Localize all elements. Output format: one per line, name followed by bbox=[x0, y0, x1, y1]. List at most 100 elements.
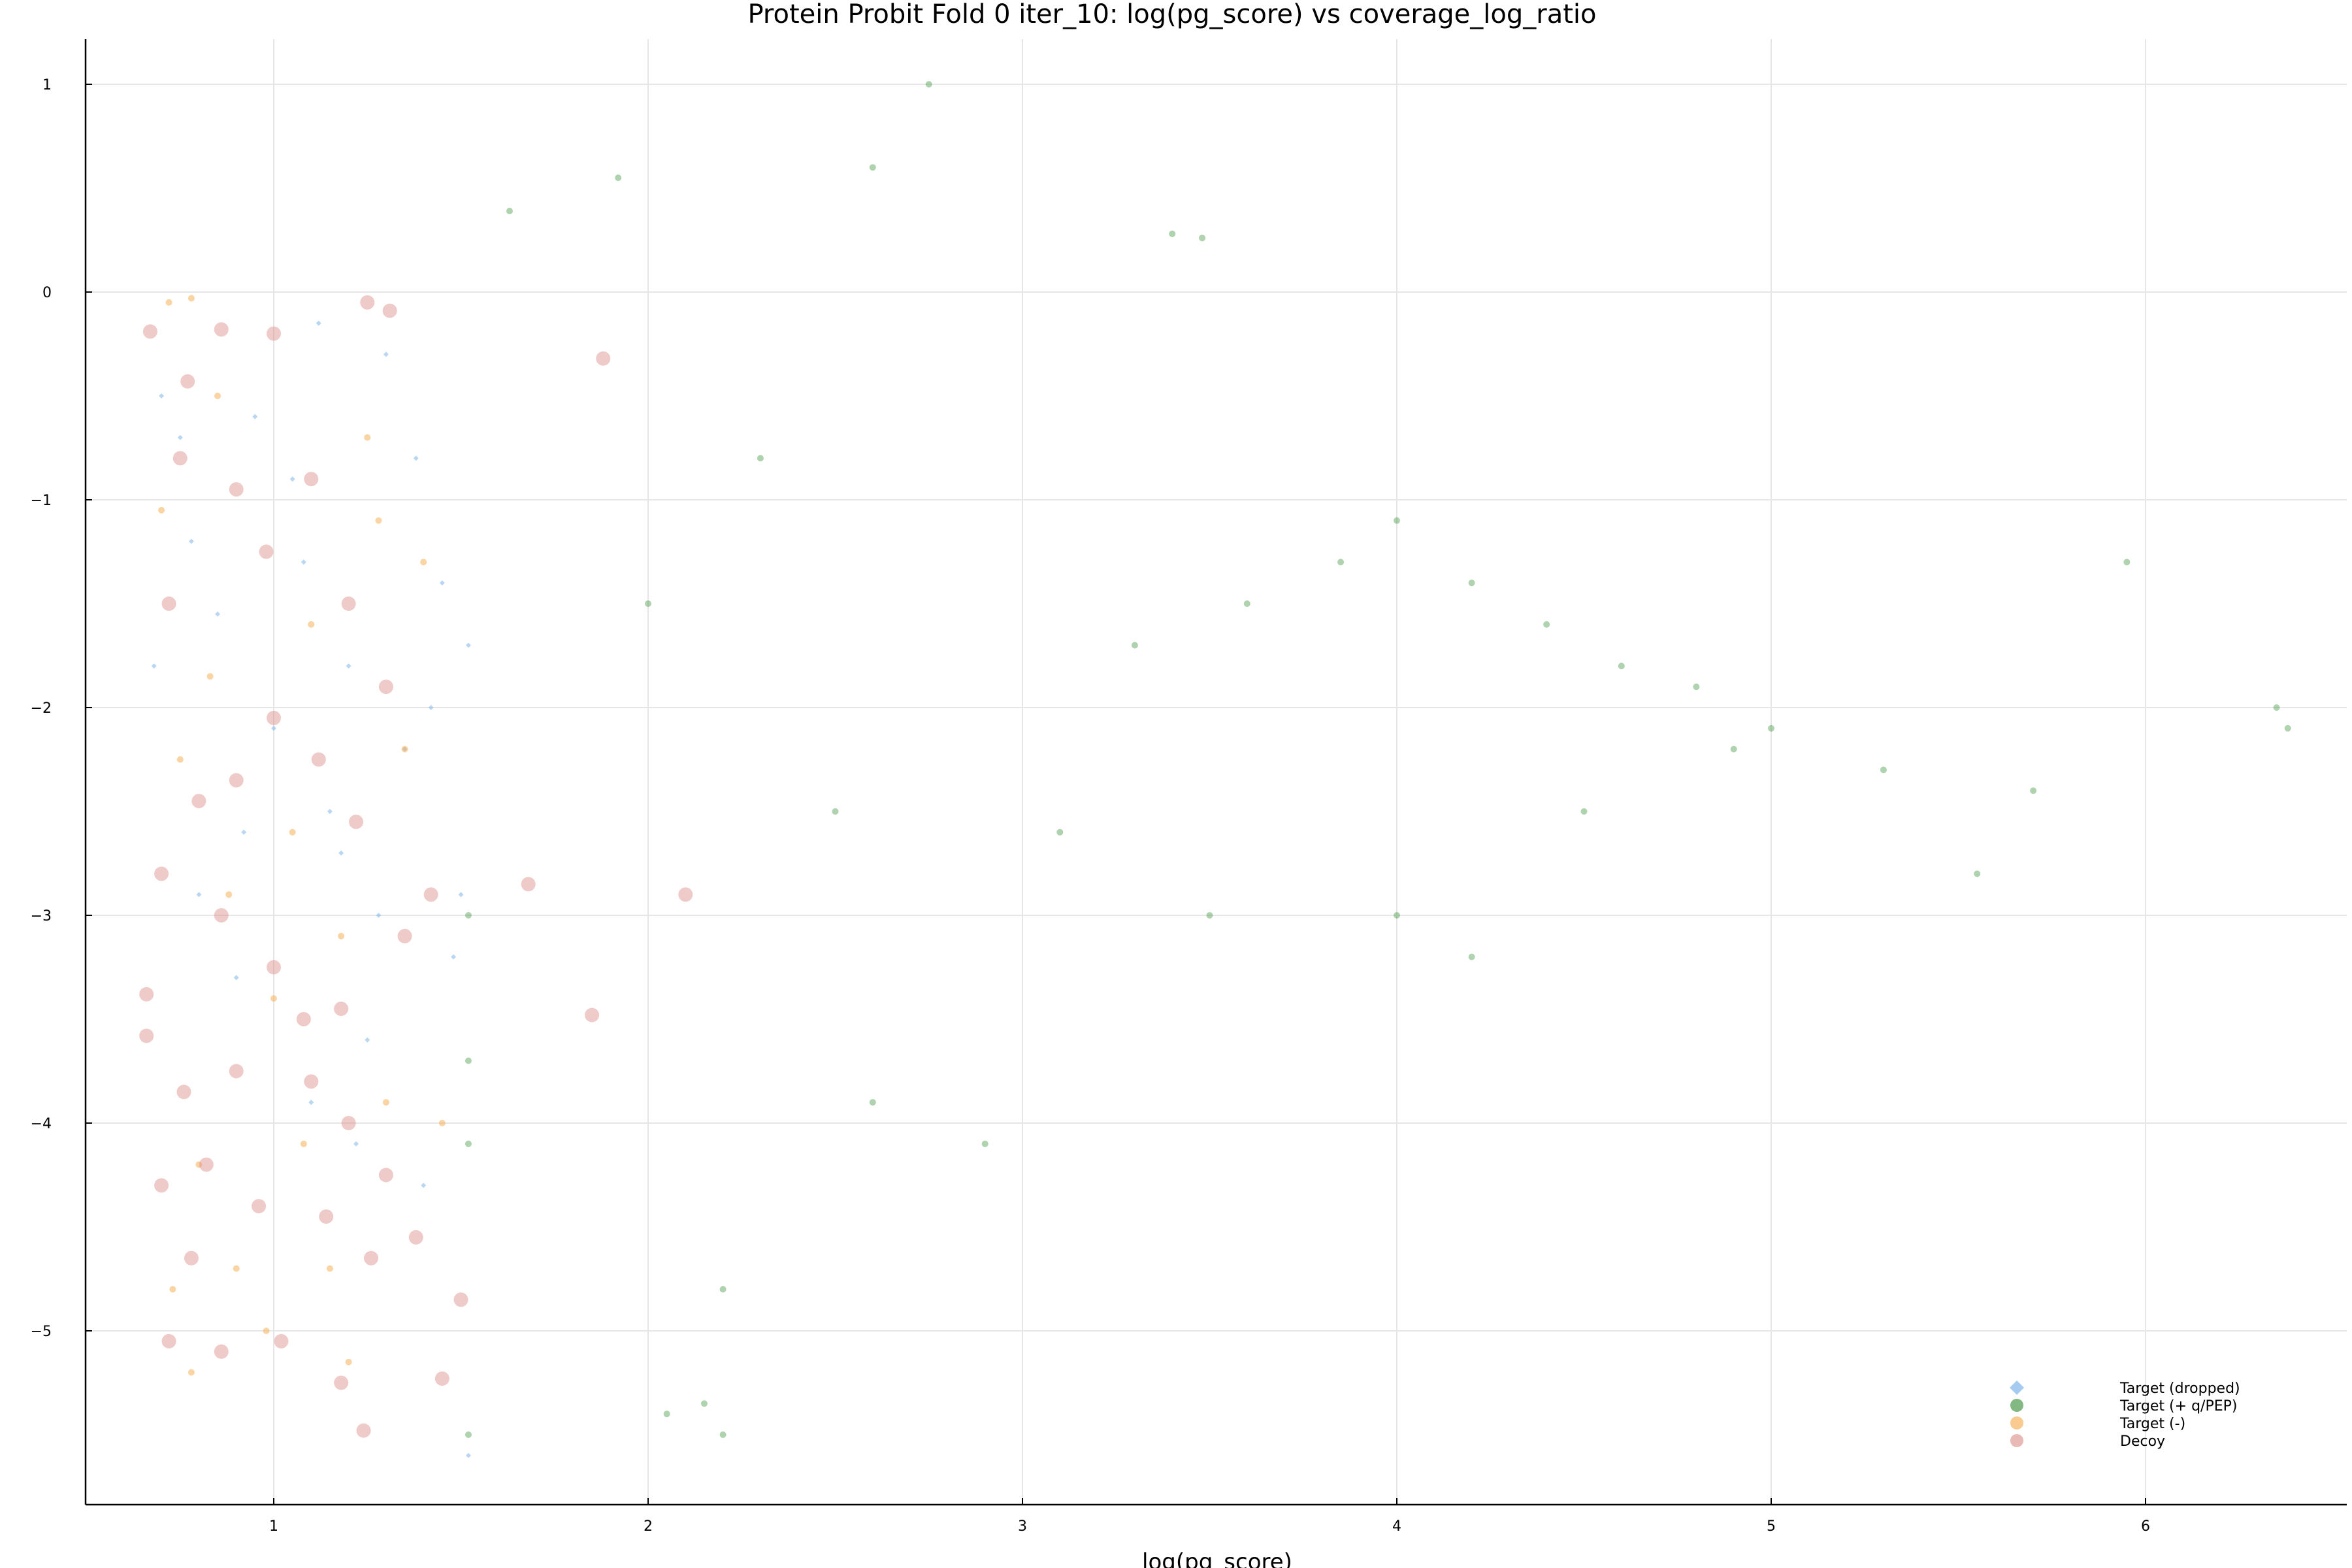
y-tick-label: −2 bbox=[31, 700, 52, 717]
data-point bbox=[229, 1064, 244, 1079]
data-point bbox=[1243, 600, 1250, 607]
data-point bbox=[300, 1140, 307, 1147]
data-point bbox=[271, 725, 276, 731]
data-point bbox=[289, 828, 296, 836]
x-tick-label: 5 bbox=[1767, 1518, 1776, 1535]
data-point bbox=[869, 1099, 876, 1106]
data-point bbox=[365, 1037, 370, 1043]
data-point bbox=[420, 559, 427, 566]
data-point bbox=[363, 1250, 378, 1266]
data-point bbox=[356, 1423, 371, 1438]
y-tick-label: 1 bbox=[42, 77, 52, 93]
data-point bbox=[423, 887, 438, 902]
data-point bbox=[177, 434, 183, 440]
data-point bbox=[2123, 559, 2131, 566]
y-tick-label: −4 bbox=[31, 1116, 52, 1132]
data-point bbox=[296, 1012, 311, 1026]
data-point bbox=[465, 1140, 472, 1147]
data-point bbox=[308, 1100, 314, 1105]
data-point bbox=[465, 1057, 472, 1064]
data-point bbox=[180, 374, 195, 389]
data-point bbox=[233, 975, 239, 981]
data-point bbox=[214, 322, 229, 337]
data-point bbox=[154, 1178, 169, 1193]
data-point bbox=[214, 393, 221, 399]
data-point bbox=[345, 1358, 352, 1365]
data-points bbox=[139, 81, 2291, 1458]
data-point bbox=[319, 1209, 334, 1224]
data-point bbox=[151, 663, 157, 669]
data-point bbox=[184, 1250, 199, 1266]
x-axis-label: log(pg_score) bbox=[1142, 1549, 1292, 1568]
data-point bbox=[465, 1431, 472, 1438]
legend-label: Target (dropped) bbox=[2119, 1380, 2240, 1397]
x-tick-label: 3 bbox=[1018, 1518, 1027, 1535]
data-point bbox=[1394, 517, 1400, 524]
data-point bbox=[1693, 683, 1700, 691]
data-point bbox=[346, 663, 351, 669]
data-point bbox=[154, 866, 169, 881]
data-point bbox=[428, 705, 434, 710]
data-point bbox=[338, 932, 345, 939]
data-point bbox=[289, 476, 295, 482]
y-tick-label: −3 bbox=[31, 908, 52, 924]
legend-label: Decoy bbox=[2120, 1433, 2165, 1450]
data-point bbox=[378, 679, 393, 694]
data-point bbox=[267, 326, 281, 341]
data-point bbox=[757, 455, 764, 462]
data-point bbox=[1974, 870, 1981, 877]
data-point bbox=[397, 928, 412, 943]
data-point bbox=[214, 908, 229, 923]
legend-marker bbox=[2010, 1380, 2024, 1395]
data-point bbox=[161, 596, 176, 611]
y-tick-label: −1 bbox=[31, 493, 52, 509]
data-point bbox=[465, 1452, 471, 1458]
data-point bbox=[465, 642, 471, 648]
data-point bbox=[1543, 621, 1550, 628]
data-point bbox=[615, 174, 622, 182]
data-point bbox=[596, 351, 611, 366]
data-point bbox=[1199, 235, 1206, 242]
data-point bbox=[191, 794, 206, 809]
data-point bbox=[176, 756, 184, 763]
data-point bbox=[233, 1265, 240, 1272]
data-point bbox=[326, 1265, 333, 1272]
data-point bbox=[375, 517, 382, 524]
data-point bbox=[678, 887, 693, 902]
grid-lines bbox=[86, 39, 2347, 1505]
data-point bbox=[274, 1333, 289, 1348]
x-tick-label: 2 bbox=[644, 1518, 653, 1535]
x-tick-label: 4 bbox=[1392, 1518, 1401, 1535]
data-point bbox=[364, 434, 371, 441]
data-point bbox=[301, 559, 306, 565]
data-point bbox=[176, 1085, 191, 1100]
data-point bbox=[506, 207, 513, 214]
tick-labels: 1 2 3 4 5 6 1 0 −1 −2 −3 −4 −5 bbox=[31, 77, 2150, 1535]
data-point bbox=[252, 414, 258, 419]
data-point bbox=[172, 451, 188, 466]
data-point bbox=[2273, 704, 2280, 711]
data-point bbox=[341, 1116, 356, 1130]
data-point bbox=[316, 320, 321, 326]
data-point bbox=[378, 1168, 393, 1183]
data-point bbox=[334, 1002, 349, 1017]
data-point bbox=[1618, 662, 1625, 670]
data-point bbox=[1580, 808, 1588, 815]
data-point bbox=[341, 596, 356, 611]
data-point bbox=[267, 710, 281, 725]
data-point bbox=[353, 1141, 359, 1147]
data-point bbox=[451, 954, 457, 960]
data-point bbox=[1206, 912, 1213, 919]
y-tick-label: −5 bbox=[31, 1324, 52, 1340]
data-point bbox=[327, 809, 333, 814]
data-point bbox=[645, 600, 651, 607]
data-point bbox=[349, 814, 364, 829]
data-point bbox=[832, 808, 839, 815]
data-point bbox=[1468, 953, 1475, 960]
data-point bbox=[252, 1199, 267, 1214]
data-point bbox=[158, 506, 165, 514]
data-point bbox=[438, 1120, 446, 1126]
data-point bbox=[165, 299, 172, 306]
data-point bbox=[925, 81, 932, 88]
data-point bbox=[383, 351, 389, 357]
